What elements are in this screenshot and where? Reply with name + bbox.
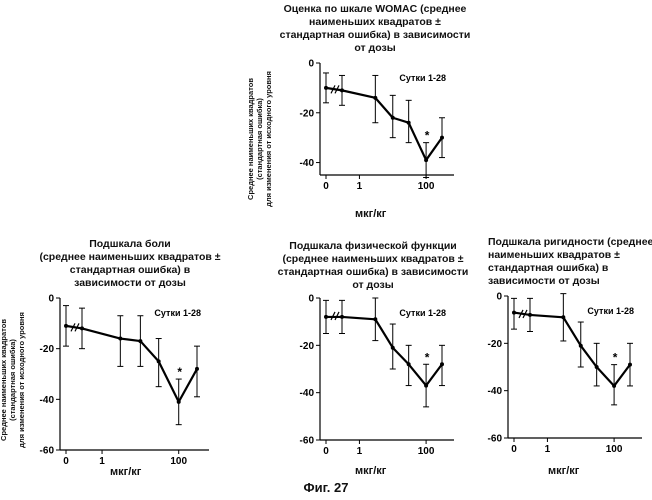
x-tick-label: 0: [323, 446, 329, 457]
y-tick-label: -60: [488, 434, 503, 445]
y-tick-label: -20: [40, 344, 55, 355]
x-tick-label: 0: [63, 456, 69, 467]
x-tick-label: 1: [357, 181, 363, 192]
x-tick-label: 100: [418, 181, 435, 192]
x-axis-label: мкг/кг: [110, 466, 141, 478]
chart-1: 0 -20 -40 -60 0 1 100 Сутки 1-28 *: [30, 290, 215, 470]
data-point: [373, 317, 377, 321]
data-point: [440, 136, 444, 140]
data-point: [424, 158, 428, 162]
y-tick-label: -40: [300, 158, 315, 169]
y-axis-label: Среднее наименьших квадратов (стандартна…: [246, 54, 274, 224]
data-point: [138, 339, 142, 343]
y-tick-label: -20: [300, 108, 315, 119]
series-line: [326, 88, 442, 160]
period-annotation: Сутки 1-28: [399, 308, 446, 318]
y-tick-label: -40: [488, 386, 503, 397]
x-tick-label: 100: [606, 444, 623, 455]
x-axis-label: мкг/кг: [355, 465, 386, 477]
data-point: [440, 362, 444, 366]
significance-marker: *: [425, 350, 430, 364]
chart-title: Подшкала ригидности (среднее наименьших …: [488, 236, 652, 288]
significance-marker: *: [613, 351, 618, 365]
y-tick-label: -20: [488, 339, 503, 350]
data-point: [80, 326, 84, 330]
period-annotation: Сутки 1-28: [154, 308, 201, 318]
x-axis-label: мкг/кг: [355, 208, 386, 220]
x-tick-label: 1: [545, 444, 551, 455]
x-tick-label: 100: [170, 456, 187, 467]
data-point: [595, 365, 599, 369]
chart-0: 0 -20 -40 0 1 100 Сутки 1-28 *: [290, 55, 460, 195]
period-annotation: Сутки 1-28: [399, 73, 446, 83]
data-point: [64, 324, 68, 328]
series-line: [66, 326, 197, 402]
chart-title: Подшкала физической функции (среднее наи…: [268, 240, 478, 292]
data-point: [528, 313, 532, 317]
x-tick-label: 0: [511, 444, 517, 455]
y-tick-label: 0: [496, 292, 502, 303]
y-tick-label: -20: [300, 341, 315, 352]
x-tick-label: 1: [99, 456, 105, 467]
x-axis-label: мкг/кг: [548, 465, 579, 477]
x-tick-label: 100: [418, 446, 435, 457]
y-tick-label: -40: [40, 395, 55, 406]
period-annotation: Сутки 1-28: [587, 306, 634, 316]
y-tick-label: 0: [48, 294, 54, 305]
data-point: [340, 315, 344, 319]
data-point: [407, 121, 411, 125]
y-tick-label: -40: [300, 388, 315, 399]
data-point: [628, 363, 632, 367]
data-point: [373, 96, 377, 100]
data-point: [177, 400, 181, 404]
y-axis-label: Среднее наименьших квадратов (стандартна…: [0, 295, 27, 465]
chart-2: 0 -20 -40 -60 0 1 100 Сутки 1-28 *: [290, 290, 460, 460]
chart-title: Подшкала боли (среднее наименьших квадра…: [30, 238, 230, 290]
data-point: [340, 88, 344, 92]
data-point: [512, 311, 516, 315]
data-point: [157, 359, 161, 363]
data-point: [324, 315, 328, 319]
data-point: [561, 315, 565, 319]
data-point: [391, 346, 395, 350]
chart-3: 0 -20 -40 -60 0 1 100 Сутки 1-28 *: [478, 288, 648, 458]
data-point: [424, 384, 428, 388]
y-tick-label: 0: [308, 294, 314, 305]
y-tick-label: 0: [308, 59, 314, 70]
data-point: [195, 367, 199, 371]
x-tick-label: 0: [323, 181, 329, 192]
chart-title: Оценка по шкале WOMAC (среднее наименьши…: [260, 3, 490, 55]
y-tick-label: -60: [40, 446, 55, 457]
significance-marker: *: [177, 365, 182, 379]
figure-label: Фиг. 27: [0, 480, 652, 495]
data-point: [118, 337, 122, 341]
y-tick-label: -60: [300, 436, 315, 447]
data-point: [391, 116, 395, 120]
data-point: [407, 362, 411, 366]
data-point: [612, 384, 616, 388]
data-point: [324, 86, 328, 90]
x-tick-label: 1: [357, 446, 363, 457]
series-line: [514, 313, 630, 386]
significance-marker: *: [425, 129, 430, 143]
data-point: [579, 344, 583, 348]
